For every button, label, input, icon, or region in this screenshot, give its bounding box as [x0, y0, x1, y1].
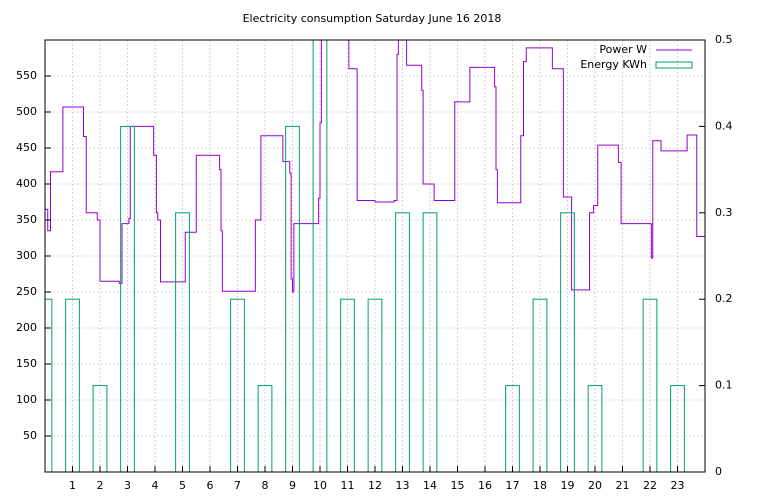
energy-box: [505, 385, 520, 472]
legend-swatch: [655, 61, 693, 69]
x-tick-label: 7: [234, 479, 241, 492]
x-tick-label: 12: [368, 479, 382, 492]
y-tick-label: 450: [16, 141, 37, 154]
plot-area: [45, 40, 705, 472]
energy-box: [642, 298, 658, 472]
energy-box: [532, 298, 548, 472]
y2-tick-label: 0.5: [715, 33, 733, 46]
energy-box: [587, 385, 603, 472]
energy-box: [395, 212, 410, 472]
y2-tick-label: 0.3: [715, 206, 733, 219]
energy-box: [367, 298, 383, 472]
y2-tick-label: 0.1: [715, 379, 733, 392]
y-tick-label: 300: [16, 249, 37, 262]
energy-box: [257, 385, 273, 472]
x-tick-label: 1: [69, 479, 76, 492]
x-tick-label: 22: [643, 479, 657, 492]
x-tick-label: 9: [289, 479, 296, 492]
energy-box: [285, 125, 300, 472]
y-tick-label: 250: [16, 285, 37, 298]
x-tick-label: 16: [478, 479, 492, 492]
x-tick-label: 3: [124, 479, 131, 492]
x-tick-label: 20: [588, 479, 602, 492]
x-tick-label: 15: [451, 479, 465, 492]
x-tick-label: 8: [262, 479, 269, 492]
energy-box: [670, 385, 685, 472]
y-tick-label: 50: [23, 429, 37, 442]
power-line: [45, 40, 705, 293]
x-tick-label: 4: [152, 479, 159, 492]
y-tick-label: 200: [16, 321, 37, 334]
x-tick-label: 18: [533, 479, 547, 492]
energy-box: [45, 298, 53, 472]
chart-title: Electricity consumption Saturday June 16…: [243, 12, 502, 25]
energy-box: [340, 298, 355, 472]
energy-box: [120, 125, 135, 472]
y-tick-label: 150: [16, 357, 37, 370]
x-tick-label: 17: [506, 479, 520, 492]
legend-label: Power W: [599, 43, 647, 56]
y2-tick-label: 0.4: [715, 119, 733, 132]
y-tick-label: 500: [16, 105, 37, 118]
legend-label: Energy KWh: [580, 58, 647, 71]
energy-box: [92, 385, 108, 472]
x-tick-label: 14: [423, 479, 437, 492]
y2-tick-label: 0.2: [715, 292, 733, 305]
energy-box: [312, 40, 328, 472]
x-tick-label: 21: [616, 479, 630, 492]
x-tick-label: 10: [313, 479, 327, 492]
x-tick-label: 5: [179, 479, 186, 492]
energy-box: [422, 212, 438, 472]
y-tick-label: 550: [16, 69, 37, 82]
energy-box: [65, 298, 80, 472]
x-tick-label: 13: [396, 479, 410, 492]
labels: 50 100 150 200 250 300 350 400 450 500 550 0 0.1 0.2 0…: [16, 33, 733, 492]
x-tick-label: 23: [671, 479, 685, 492]
y-tick-label: 100: [16, 393, 37, 406]
y-tick-label: 400: [16, 177, 37, 190]
y2-tick-label: 0: [715, 465, 722, 478]
energy-box: [175, 212, 190, 472]
energy-box: [230, 298, 245, 472]
x-tick-label: 2: [97, 479, 104, 492]
y-tick-label: 350: [16, 213, 37, 226]
x-tick-label: 6: [207, 479, 214, 492]
x-tick-label: 19: [561, 479, 575, 492]
grid: [45, 40, 705, 472]
energy-box: [560, 212, 575, 472]
x-tick-label: 11: [341, 479, 355, 492]
